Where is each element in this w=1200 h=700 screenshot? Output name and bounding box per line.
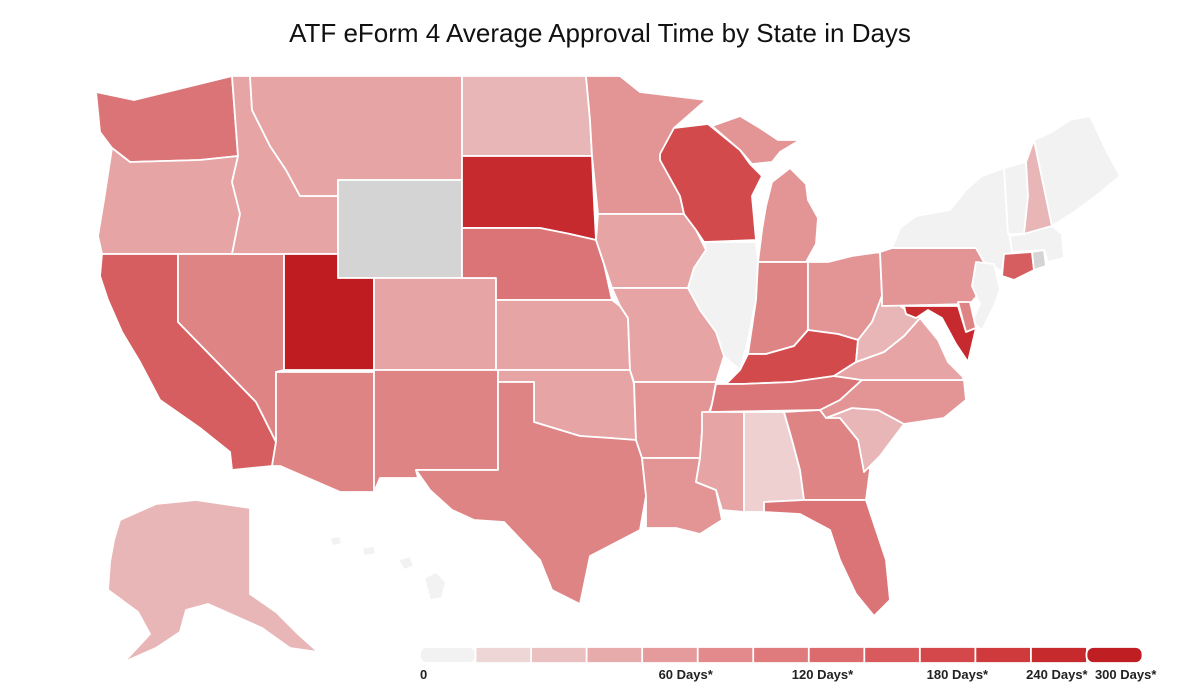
legend-step-8 [863, 646, 922, 664]
state-CO[interactable]: Colorado [373, 277, 497, 371]
legend-label-60: 60 Days* [659, 667, 714, 682]
state-KS[interactable]: Kansas [495, 299, 631, 371]
state-MA[interactable]: Massachusetts [1009, 225, 1065, 263]
legend-step-7 [807, 646, 866, 664]
legend-step-1 [474, 646, 533, 664]
state-HI[interactable]: Hawaii [329, 535, 447, 601]
hawaii-island-maui [397, 555, 415, 571]
state-RI[interactable]: Rhode Island [1031, 249, 1047, 271]
legend-label-0: 0 [420, 667, 427, 682]
state-TX[interactable]: Texas [415, 381, 647, 605]
hawaii-island-oahu [361, 545, 377, 557]
state-WA[interactable]: Washington [95, 75, 239, 163]
hawaii-island-kauai [329, 535, 343, 547]
legend-step-5 [696, 646, 755, 664]
hawaii-island-big [423, 571, 447, 601]
state-OR[interactable]: Oregon [97, 147, 241, 255]
legend-tick-labels: 0 60 Days* 120 Days* 180 Days* 240 Days*… [420, 667, 1157, 682]
legend-label-240: 240 Days* [1026, 667, 1088, 682]
legend-step-3 [585, 646, 644, 664]
legend-step-0 [419, 646, 477, 664]
legend-step-9 [918, 646, 977, 664]
state-FL[interactable]: Florida [763, 499, 891, 617]
state-IA[interactable]: Iowa [595, 213, 707, 289]
legend-step-6 [752, 646, 811, 664]
state-NE[interactable]: Nebraska [461, 227, 613, 301]
state-AK[interactable]: Alaska [107, 499, 319, 663]
state-NJ[interactable]: New Jersey [971, 261, 1001, 331]
legend-label-120: 120 Days* [792, 667, 854, 682]
legend-step-12 [1085, 646, 1144, 664]
map-title: ATF eForm 4 Average Approval Time by Sta… [289, 18, 911, 48]
states-layer: Washington Oregon California Nevada Idah… [95, 75, 1121, 663]
state-MD[interactable]: Maryland [903, 305, 977, 363]
legend: 0 60 Days* 120 Days* 180 Days* 240 Days*… [419, 646, 1157, 682]
legend-label-300: 300 Days* [1095, 667, 1157, 682]
legend-step-10 [974, 646, 1033, 664]
state-WI[interactable]: Wisconsin [659, 123, 763, 243]
state-AZ[interactable]: Arizona [271, 371, 375, 493]
legend-color-scale [419, 646, 1144, 664]
state-NC[interactable]: North Carolina [819, 379, 967, 425]
legend-step-2 [530, 646, 589, 664]
state-ME[interactable]: Maine [1033, 115, 1121, 227]
state-MI[interactable]: Michigan [711, 115, 819, 263]
state-CT[interactable]: Connecticut [1001, 251, 1035, 281]
state-ND[interactable]: North Dakota [461, 75, 593, 157]
state-PA[interactable]: Pennsylvania [879, 247, 985, 307]
state-WY[interactable]: Wyoming [337, 179, 463, 279]
legend-label-180: 180 Days* [927, 667, 989, 682]
legend-step-11 [1030, 646, 1088, 664]
legend-step-4 [641, 646, 700, 664]
